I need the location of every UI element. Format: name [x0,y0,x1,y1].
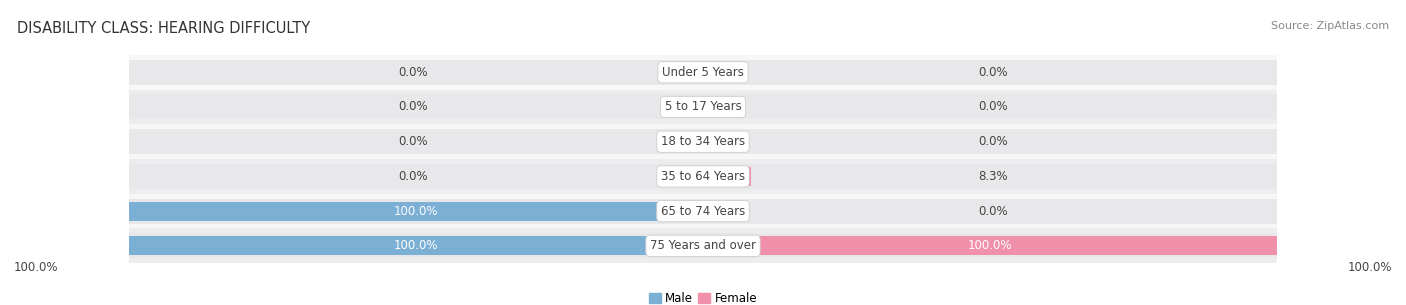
Bar [129,233,703,258]
Bar [129,55,1277,90]
Text: 100.0%: 100.0% [1347,261,1392,274]
Text: 65 to 74 Years: 65 to 74 Years [661,205,745,218]
Text: 0.0%: 0.0% [979,135,1008,148]
Text: 0.0%: 0.0% [979,66,1008,79]
Text: 0.0%: 0.0% [979,205,1008,218]
Bar [703,167,751,186]
Bar [129,124,1277,159]
Bar [703,129,1277,154]
Text: 0.0%: 0.0% [398,170,427,183]
Legend: Male, Female: Male, Female [644,287,762,305]
Text: Under 5 Years: Under 5 Years [662,66,744,79]
Bar [129,159,1277,194]
Bar [703,95,1277,120]
Bar [703,199,1277,224]
Text: 75 Years and over: 75 Years and over [650,239,756,252]
Text: 0.0%: 0.0% [398,135,427,148]
Bar [129,202,703,221]
Text: 100.0%: 100.0% [394,205,439,218]
Text: DISABILITY CLASS: HEARING DIFFICULTY: DISABILITY CLASS: HEARING DIFFICULTY [17,21,311,36]
Text: 5 to 17 Years: 5 to 17 Years [665,100,741,113]
Bar [703,164,1277,189]
Bar [703,60,1277,85]
Bar [129,95,703,120]
Bar [129,90,1277,124]
Text: 0.0%: 0.0% [398,66,427,79]
Text: 100.0%: 100.0% [394,239,439,252]
Bar [703,233,1277,258]
Bar [129,228,1277,263]
Text: 35 to 64 Years: 35 to 64 Years [661,170,745,183]
Bar [129,129,703,154]
Bar [129,236,703,255]
Text: 0.0%: 0.0% [979,100,1008,113]
Text: 100.0%: 100.0% [14,261,59,274]
Text: 8.3%: 8.3% [979,170,1008,183]
Text: 100.0%: 100.0% [967,239,1012,252]
Bar [129,199,703,224]
Bar [129,164,703,189]
Bar [129,194,1277,228]
Bar [129,60,703,85]
Text: 0.0%: 0.0% [398,100,427,113]
Text: Source: ZipAtlas.com: Source: ZipAtlas.com [1271,21,1389,31]
Text: 18 to 34 Years: 18 to 34 Years [661,135,745,148]
Bar [703,236,1277,255]
